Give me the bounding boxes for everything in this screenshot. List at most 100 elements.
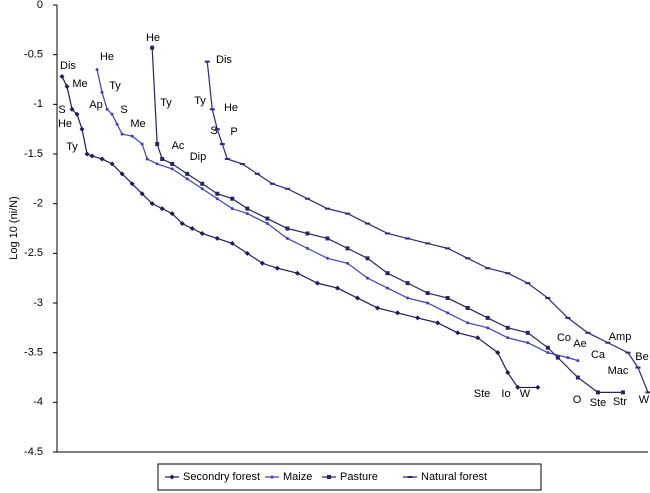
marker	[365, 222, 371, 225]
marker	[426, 301, 430, 305]
marker	[366, 276, 370, 280]
marker	[64, 83, 70, 89]
annotation: Ca	[591, 349, 606, 361]
annotation: Ty	[66, 141, 78, 153]
marker	[625, 351, 631, 354]
marker	[215, 191, 220, 196]
annotation: P	[230, 126, 237, 138]
marker	[105, 107, 109, 111]
marker	[149, 201, 155, 207]
marker	[445, 296, 450, 301]
marker	[209, 108, 215, 111]
marker	[305, 231, 310, 236]
marker	[545, 297, 551, 300]
marker	[74, 111, 80, 117]
marker	[200, 187, 204, 191]
series-line	[206, 61, 649, 393]
marker	[245, 206, 250, 211]
marker	[244, 250, 250, 256]
marker	[285, 226, 290, 231]
marker	[274, 265, 280, 271]
marker	[254, 172, 260, 175]
annotation: Ste	[590, 397, 607, 409]
marker	[214, 235, 220, 241]
marker	[294, 270, 300, 276]
marker	[170, 161, 175, 166]
marker	[155, 142, 160, 147]
marker	[270, 475, 274, 479]
y-tick-label: -1	[33, 98, 43, 110]
marker	[185, 171, 190, 176]
marker	[345, 246, 350, 251]
marker	[455, 330, 461, 336]
marker	[446, 311, 450, 315]
marker	[576, 359, 580, 363]
marker	[585, 331, 591, 334]
marker	[129, 181, 135, 187]
annotation: Co	[557, 332, 571, 344]
marker	[406, 296, 410, 300]
annotation: Str	[613, 396, 627, 408]
y-tick-label: -1.5	[24, 148, 43, 160]
legend-label: Pasture	[340, 471, 378, 483]
marker	[169, 211, 175, 217]
marker	[546, 351, 550, 355]
marker	[285, 236, 289, 240]
legend-label: Natural forest	[421, 471, 487, 483]
marker	[475, 335, 481, 341]
y-tick-label: -2.5	[24, 247, 43, 259]
y-axis-label: Log 10 (ni/N)	[8, 196, 20, 260]
series-line	[151, 47, 623, 393]
marker	[506, 336, 510, 340]
marker	[109, 161, 115, 167]
marker	[545, 345, 550, 350]
marker	[345, 261, 349, 265]
legend-label: Maize	[283, 471, 312, 483]
series-line	[96, 69, 579, 362]
legend-label: Secondry forest	[183, 471, 260, 483]
annotation: Mac	[608, 365, 629, 377]
marker	[84, 151, 90, 157]
annotation: He	[58, 118, 72, 130]
annotation: O	[573, 394, 582, 406]
marker	[325, 256, 329, 260]
marker	[119, 171, 125, 177]
marker	[115, 122, 119, 126]
annotation: Ty	[160, 97, 172, 109]
legend	[157, 463, 542, 491]
marker	[150, 45, 155, 50]
marker	[486, 326, 490, 330]
marker	[99, 156, 105, 162]
marker	[405, 237, 411, 240]
marker	[505, 325, 510, 330]
annotation: W	[639, 394, 650, 406]
annotation: Ac	[172, 140, 185, 152]
marker	[204, 60, 210, 63]
marker	[89, 153, 95, 159]
marker	[466, 321, 470, 325]
annotation: Amp	[609, 331, 632, 343]
marker	[284, 187, 290, 190]
marker	[265, 222, 269, 226]
marker	[189, 226, 195, 231]
marker	[605, 341, 611, 344]
marker	[169, 474, 175, 480]
marker	[79, 126, 85, 132]
y-tick-label: -2	[33, 198, 43, 210]
marker	[145, 157, 149, 161]
annotation: He	[224, 102, 238, 114]
marker	[555, 355, 560, 360]
annotation: Be	[635, 351, 648, 363]
annotation: He	[146, 32, 160, 44]
annotation: Ae	[573, 338, 586, 350]
marker	[230, 207, 234, 211]
marker	[385, 271, 390, 276]
marker	[395, 310, 401, 316]
marker	[160, 156, 165, 161]
marker	[515, 384, 521, 390]
marker	[525, 282, 531, 285]
marker	[314, 280, 320, 286]
marker	[215, 197, 219, 201]
marker	[365, 256, 370, 261]
